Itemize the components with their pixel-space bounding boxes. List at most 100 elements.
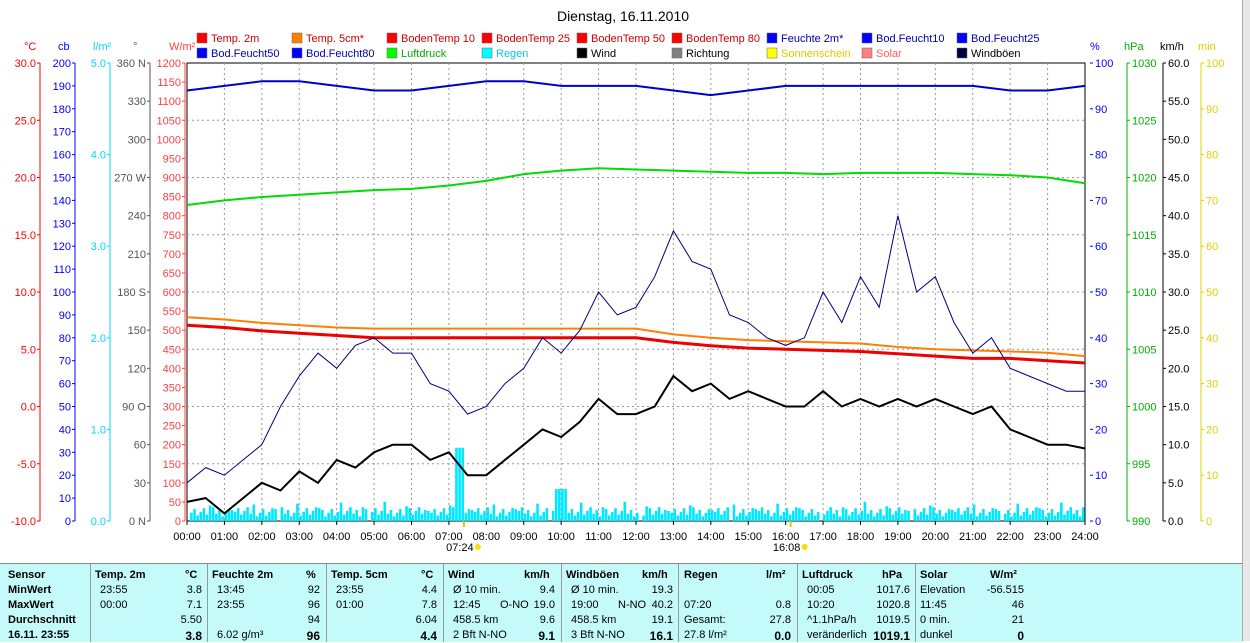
left-axis-tick-label: 200 — [163, 440, 181, 452]
legend-label-bf50: Bod.Feucht50 — [211, 48, 280, 60]
right-axis-tick-label: 1030 — [1132, 58, 1156, 70]
rain-bar — [707, 509, 711, 521]
chart-legend: Temp. 2m Temp. 5cm* BodenTemp 10 BodenTemp … — [196, 32, 1040, 60]
rain-bar — [1060, 502, 1063, 521]
rain-bar — [377, 514, 380, 521]
right-axis-tick-label: 90 — [1206, 104, 1218, 116]
rain-bar — [274, 509, 277, 521]
right-axis-tick-label: 70 — [1095, 195, 1107, 207]
rain-bar — [352, 513, 355, 521]
rain-bar — [423, 510, 427, 521]
rain-bar — [286, 510, 290, 521]
rain-bar — [330, 509, 334, 521]
rain-bar — [339, 502, 343, 521]
stats-cell-s-val: 0 — [1017, 629, 1024, 643]
rain-bar — [1041, 510, 1044, 521]
right-axis-tick-label: 10 — [1206, 470, 1218, 482]
rain-bar — [832, 513, 836, 521]
column-separator — [443, 564, 444, 642]
header-feuchte: Feuchte 2m — [212, 569, 274, 581]
right-axis-unit: min — [1198, 41, 1216, 53]
rain-bar — [317, 508, 321, 521]
legend-label-bf80: Bod.Feucht80 — [306, 48, 375, 60]
rain-bar — [798, 508, 801, 521]
header-temp5-unit: °C — [421, 569, 434, 581]
stats-panel: Sensor Temp. 2m °C Feuchte 2m % Temp. 5c… — [0, 563, 1242, 643]
stats-cell-s-desc: 0 min. — [920, 614, 950, 626]
rain-bar — [1044, 516, 1048, 521]
rain-bar — [629, 510, 633, 521]
x-axis-tick-label: 12:00 — [622, 531, 650, 543]
rain-bar — [626, 513, 630, 521]
rain-bar — [991, 508, 995, 521]
left-axis-tick-label: 1150 — [157, 77, 181, 89]
column-separator — [797, 564, 798, 642]
right-axis-unit: % — [1090, 41, 1100, 53]
left-axis-tick-label: 10.0 — [15, 287, 36, 299]
rain-bar — [505, 515, 508, 521]
rain-bar — [651, 514, 655, 521]
stats-cell-t5-val: 7.8 — [421, 599, 437, 611]
legend-swatch-sonne — [766, 47, 778, 59]
rain-bar — [869, 510, 873, 521]
rain-bar — [221, 516, 224, 521]
rain-bar — [417, 507, 421, 521]
rain-bar — [321, 510, 324, 521]
rain-bar — [196, 515, 199, 521]
rain-bar — [907, 510, 910, 521]
vertical-scrollbar[interactable] — [1242, 0, 1250, 641]
rain-bar — [807, 512, 811, 521]
stats-cell-r-desc: 07:20 — [684, 599, 712, 611]
right-axis-tick-label: 1000 — [1132, 402, 1156, 414]
rain-bar — [402, 515, 405, 521]
stats-cell-label: MinWert — [8, 584, 52, 596]
left-axis-tick-label: 5.0 — [21, 344, 36, 356]
rain-bar — [947, 509, 951, 521]
right-axis-tick-label: 35.0 — [1168, 249, 1189, 261]
left-axis-tick-label: 150 — [163, 459, 181, 471]
rain-bar — [445, 514, 449, 521]
rain-bar — [370, 511, 374, 521]
rain-bar — [498, 512, 502, 521]
rain-bar — [673, 509, 677, 521]
x-axis-tick-label: 03:00 — [285, 531, 313, 543]
weather-chart: Dienstag, 16.11.2010 Temp. 2m Temp. 5cm* B… — [11, 8, 1224, 554]
legend-label-bt25: BodenTemp 25 — [496, 33, 570, 45]
rain-bar — [997, 510, 1001, 521]
stats-cell-w-val: 9.1 — [538, 629, 555, 643]
stats-cell-w-desc: 2 Bft N-NO — [453, 629, 507, 641]
legend-swatch-temp5cm — [291, 32, 303, 44]
stats-cell-f-val: 94 — [307, 614, 320, 626]
stats-header-row: Sensor Temp. 2m °C Feuchte 2m % Temp. 5c… — [0, 569, 1242, 582]
rain-bar — [788, 514, 792, 521]
left-axis-tick-label: 900 — [163, 173, 181, 185]
left-axis-tick-label: 180 — [53, 104, 71, 116]
rain-bar — [695, 513, 698, 521]
stats-cell-w-desc: 458.5 km — [453, 614, 499, 626]
rain-bar — [872, 516, 876, 521]
header-regen-unit: l/m² — [766, 569, 786, 581]
stats-cell-b-dir: N-NO — [618, 599, 647, 611]
stats-cell-label: 16.11. 23:55 — [8, 629, 70, 641]
x-axis-tick-label: 10:00 — [547, 531, 575, 543]
rain-bar — [751, 508, 754, 521]
rain-bar — [738, 512, 742, 521]
rain-bar — [470, 510, 474, 521]
rain-bar — [720, 514, 723, 521]
x-axis-tick-label: 24:00 — [1071, 531, 1099, 543]
left-axis-tick-label: 250 — [163, 421, 181, 433]
series-line-windb-en — [186, 215, 1085, 484]
left-axis-tick-label: 750 — [163, 230, 181, 242]
left-axis-tick-label: 180 S — [117, 287, 146, 299]
right-axis-tick-label: 25.0 — [1168, 325, 1189, 337]
stats-cell-d-val: 1019.1 — [873, 629, 910, 643]
rain-bar — [698, 510, 701, 521]
rain-bar — [405, 506, 408, 521]
left-axis-tick-label: 30.0 — [15, 58, 36, 70]
rain-bar — [745, 515, 748, 521]
rain-bar — [299, 515, 302, 521]
rain-bar — [399, 509, 402, 521]
rain-bar — [427, 510, 430, 521]
left-axis-tick-label: 950 — [163, 153, 181, 165]
rain-bar — [710, 510, 714, 521]
